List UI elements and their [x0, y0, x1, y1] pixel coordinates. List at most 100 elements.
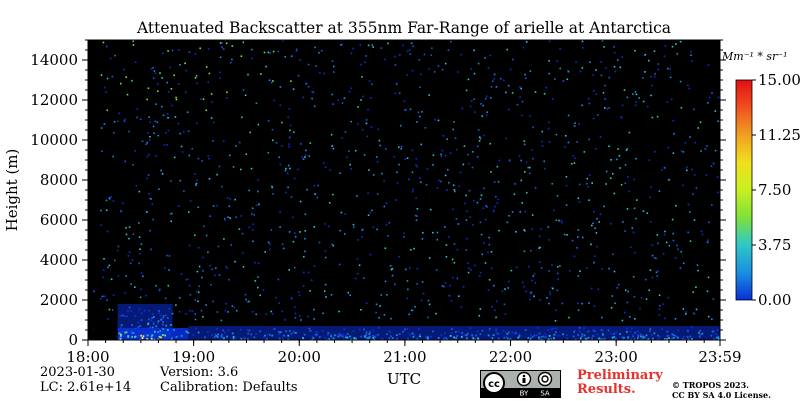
layer-point	[161, 334, 164, 336]
noise-point	[364, 61, 366, 63]
layer-point	[131, 336, 134, 338]
layer-point	[464, 334, 467, 336]
noise-point	[541, 145, 544, 147]
noise-point	[304, 156, 306, 158]
noise-point	[171, 104, 173, 107]
noise-point	[268, 79, 271, 82]
noise-point	[313, 184, 316, 187]
noise-point	[251, 57, 253, 60]
noise-point	[578, 201, 581, 203]
noise-point	[689, 240, 692, 242]
noise-point	[372, 46, 374, 48]
noise-point	[400, 148, 402, 150]
noise-point	[411, 69, 414, 72]
layer-point	[666, 338, 668, 340]
noise-point	[371, 83, 373, 86]
noise-point	[707, 64, 710, 66]
noise-point	[642, 210, 645, 212]
noise-point	[272, 50, 275, 53]
noise-point	[494, 205, 496, 208]
noise-point	[544, 167, 546, 170]
noise-point	[524, 73, 526, 76]
layer-point	[132, 332, 135, 334]
noise-point	[293, 131, 295, 133]
noise-point	[209, 264, 211, 267]
layer-point	[373, 338, 376, 340]
noise-point	[288, 145, 290, 148]
noise-point	[365, 119, 368, 121]
layer-point	[119, 315, 122, 317]
noise-point	[157, 83, 159, 85]
layer-point	[653, 332, 656, 335]
noise-point	[465, 89, 468, 92]
layer-point	[121, 314, 124, 317]
noise-point	[533, 273, 536, 275]
layer-point	[657, 338, 660, 340]
noise-point	[493, 210, 495, 213]
layer-point	[377, 333, 380, 336]
layer-point	[443, 338, 445, 340]
noise-point	[202, 256, 204, 259]
noise-point	[642, 77, 644, 79]
noise-point	[627, 290, 629, 293]
colorbar-unit: Mm⁻¹ * sr⁻¹	[721, 50, 788, 63]
noise-point	[592, 222, 594, 225]
noise-point	[549, 293, 552, 296]
backscatter-layers	[88, 284, 720, 340]
noise-point	[525, 290, 527, 293]
layer-point	[331, 337, 333, 340]
noise-point	[632, 231, 635, 234]
footer-lc: LC: 2.61e+14	[40, 380, 132, 395]
layer-point	[642, 337, 645, 339]
noise-point	[410, 249, 412, 251]
noise-point	[642, 100, 645, 103]
noise-point	[605, 183, 607, 185]
layer-point	[547, 329, 550, 331]
layer-point	[213, 336, 216, 339]
noise-point	[466, 237, 468, 240]
noise-point	[415, 197, 417, 200]
noise-point	[367, 44, 370, 47]
noise-point	[634, 251, 636, 254]
noise-point	[349, 163, 351, 166]
noise-point	[690, 50, 692, 53]
layer-point	[450, 332, 453, 335]
noise-point	[369, 211, 372, 214]
layer-point	[368, 331, 371, 333]
layer-point	[449, 335, 452, 337]
noise-point	[171, 212, 173, 215]
noise-point	[479, 137, 482, 140]
layer-point	[119, 335, 122, 338]
layer-point	[497, 333, 500, 335]
layer-point	[488, 328, 491, 331]
noise-point	[530, 249, 532, 252]
noise-point	[294, 235, 297, 238]
noise-point	[485, 205, 488, 207]
noise-point	[522, 46, 525, 49]
layer-point	[143, 309, 146, 312]
noise-point	[327, 225, 330, 228]
noise-point	[344, 131, 347, 133]
noise-point	[565, 135, 567, 137]
layer-point	[220, 336, 223, 339]
noise-point	[384, 280, 387, 283]
noise-point	[483, 187, 485, 190]
noise-point	[662, 303, 665, 305]
noise-point	[289, 136, 291, 139]
layer-point	[223, 337, 225, 340]
noise-point	[432, 231, 434, 234]
layer-point	[481, 329, 484, 332]
noise-point	[224, 219, 226, 221]
noise-point	[388, 222, 391, 224]
noise-point	[558, 219, 560, 222]
noise-point	[357, 122, 359, 125]
noise-point	[371, 44, 374, 46]
noise-point	[150, 67, 153, 70]
layer-point	[545, 336, 548, 339]
noise-point	[635, 93, 638, 96]
noise-point	[451, 258, 454, 261]
noise-point	[592, 74, 594, 76]
noise-point	[324, 250, 327, 252]
layer-point	[266, 338, 268, 340]
